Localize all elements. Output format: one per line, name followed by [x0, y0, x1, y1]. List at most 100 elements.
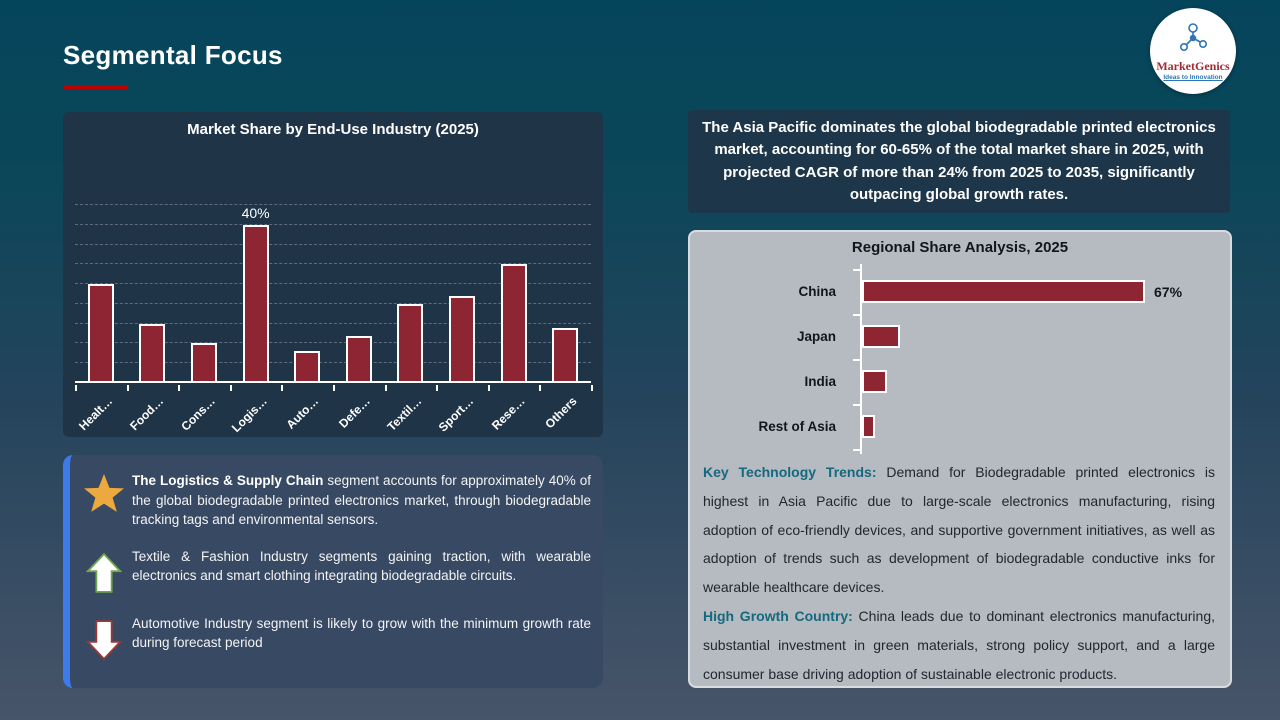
regional-analysis-panel: Regional Share Analysis, 2025 China 67% Ja… [688, 230, 1232, 688]
bar-Japan [862, 325, 900, 348]
bar-cell [539, 205, 591, 383]
axis-tick [539, 385, 542, 391]
bar-India [862, 370, 888, 393]
y-axis [853, 264, 862, 454]
category-label: Cons… [178, 394, 219, 434]
x-axis-labels: Healt… Food… Cons… Logis… Auto… Defe… Textil… S… [75, 387, 591, 437]
x-axis [75, 381, 593, 391]
asia-pacific-headline: The Asia Pacific dominates the global bi… [702, 118, 1216, 204]
bar-Healt… [87, 284, 114, 383]
gridline [75, 302, 591, 304]
axis-tick [853, 314, 862, 316]
bar-Defe… [345, 335, 372, 383]
industry-chart-title: Market Share by End-Use Industry (2025) [187, 121, 479, 138]
bar-Logis… [242, 224, 269, 383]
category-cell: Sport… [435, 387, 488, 437]
region-label: China [798, 284, 836, 299]
bar-wrap [862, 325, 900, 348]
logo-name: MarketGenics [1156, 58, 1230, 73]
bar-wrap [862, 415, 875, 438]
axis-tick [853, 269, 862, 271]
region-label: Rest of Asia [758, 419, 836, 434]
bar-cell [436, 205, 488, 383]
down-arrow-icon [76, 614, 132, 664]
note-technology-trends: Key Technology Trends: Demand for Biodeg… [703, 464, 1215, 596]
axis-tick [75, 385, 77, 391]
region-row: Japan [690, 314, 1230, 359]
region-label: India [804, 374, 836, 389]
bar-Others [552, 327, 579, 383]
gridline [75, 283, 591, 285]
region-row: Rest of Asia [690, 404, 1230, 449]
data-label: 67% [1154, 283, 1183, 300]
axis-tick [853, 359, 862, 361]
bar-cell [281, 205, 333, 383]
insight-panel: The Logistics & Supply Chain segment acc… [63, 455, 603, 688]
axis-tick [853, 404, 862, 406]
region-row: India [690, 359, 1230, 404]
category-label: Logis… [228, 394, 270, 436]
title-underline [64, 85, 127, 89]
bar-cell [75, 205, 127, 383]
bar-cell: 40% [230, 205, 282, 383]
category-cell: Cons… [178, 387, 230, 437]
bar-Rese… [500, 264, 527, 383]
axis-tick [178, 385, 181, 391]
insight-logistics: The Logistics & Supply Chain segment acc… [76, 471, 591, 530]
bar-Rest of Asia [862, 415, 875, 438]
gridline [75, 204, 591, 205]
category-label: Textil… [384, 394, 425, 434]
category-cell: Logis… [228, 387, 282, 437]
gridline [75, 362, 591, 364]
insight-text: Textile & Fashion Industry segments gain… [132, 548, 591, 584]
axis-tick [436, 385, 439, 391]
star-icon [76, 471, 132, 515]
bar-Cons… [190, 343, 217, 383]
category-cell: Defe… [333, 387, 385, 437]
bar-cell [385, 205, 437, 383]
axis-tick [333, 385, 335, 391]
insight-automotive: Automotive Industry segment is likely to… [76, 614, 591, 664]
bar-Textil… [397, 303, 424, 383]
bar-cell [127, 205, 179, 383]
insight-text: Automotive Industry segment is likely to… [132, 615, 591, 651]
bar-Sport… [448, 295, 475, 383]
category-cell: Textil… [384, 387, 437, 437]
region-label: Japan [796, 329, 836, 344]
industry-bars: 40% [75, 205, 591, 383]
axis-tick [229, 385, 232, 391]
gridline [75, 223, 591, 225]
regional-chart: China 67% Japan India Rest of Asia [690, 264, 1230, 454]
category-cell: Rese… [488, 387, 540, 437]
bar-wrap [862, 370, 888, 393]
asia-pacific-headline-panel: The Asia Pacific dominates the global bi… [688, 110, 1230, 213]
industry-chart-plot: 40% [75, 204, 591, 383]
data-label: 40% [241, 204, 270, 221]
regional-chart-title: Regional Share Analysis, 2025 [851, 239, 1069, 256]
category-label: Healt… [75, 394, 115, 434]
axis-tick [853, 449, 862, 451]
gridline [75, 263, 591, 265]
category-cell: Food… [127, 387, 179, 437]
category-label: Rese… [488, 394, 528, 433]
insight-textile: Textile & Fashion Industry segments gain… [76, 547, 591, 597]
category-label: Others [541, 394, 580, 432]
industry-chart-panel: Market Share by End-Use Industry (2025) … [63, 112, 603, 437]
gridline [75, 342, 591, 344]
insight-text: The Logistics & Supply Chain segment acc… [132, 473, 591, 527]
bar-wrap: 67% [862, 280, 1182, 303]
insight-lead: The Logistics & Supply Chain [132, 473, 324, 488]
page-title: Segmental Focus [63, 40, 283, 70]
bar-cell [488, 205, 540, 383]
marketgenics-logo: MarketGenics Ideas to Innovation [1150, 8, 1236, 94]
axis-tick [591, 385, 593, 391]
logo-tagline: Ideas to Innovation [1163, 73, 1223, 81]
category-label: Sport… [435, 394, 476, 435]
axis-tick [487, 385, 490, 391]
category-cell: Others [539, 387, 591, 437]
gridline [75, 243, 591, 245]
up-arrow-icon [76, 547, 132, 597]
category-label: Auto… [283, 394, 322, 432]
category-label: Food… [127, 394, 167, 434]
